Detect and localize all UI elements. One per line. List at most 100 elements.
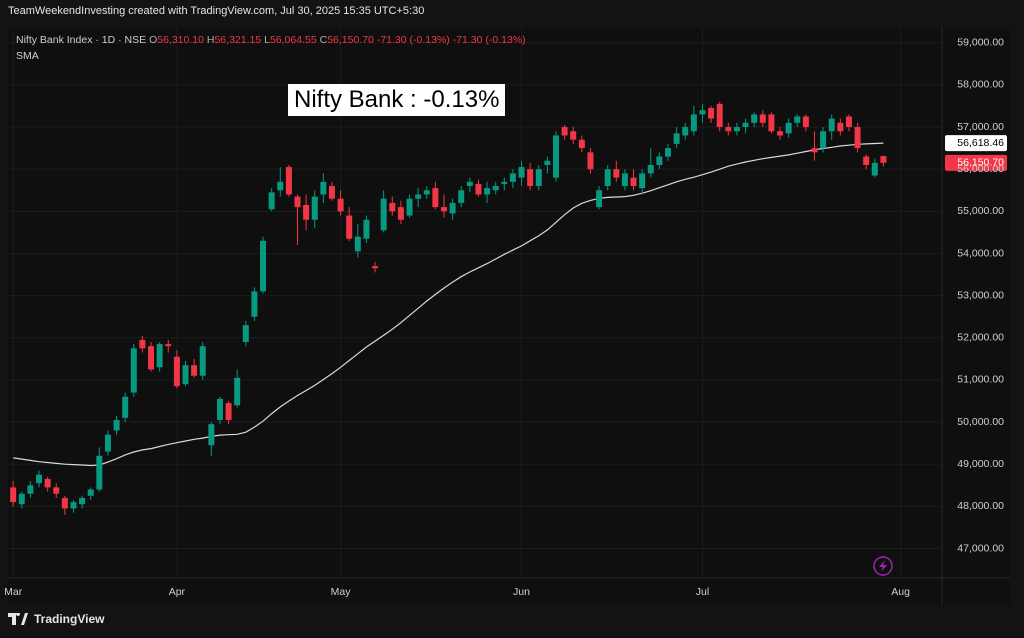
candle-body — [139, 339, 146, 349]
candle-body — [242, 325, 249, 342]
candle-body — [871, 162, 878, 176]
legend-value: 56,310.10 — [157, 34, 204, 46]
y-tick-label: 49,000.00 — [957, 458, 1004, 470]
candle-body — [234, 377, 241, 406]
candle-body — [708, 108, 715, 119]
candle-body — [277, 181, 284, 191]
legend-key: H — [206, 34, 215, 46]
candle-body — [156, 344, 163, 368]
candle-body — [613, 169, 620, 178]
attribution: TeamWeekendInvesting created with Tradin… — [8, 5, 425, 17]
y-tick-label: 53,000.00 — [957, 289, 1004, 301]
candle-body — [777, 131, 784, 136]
candle-body — [148, 346, 155, 370]
candle-body — [389, 202, 396, 212]
legend-title: Nifty Bank Index · 1D · NSE — [16, 34, 147, 46]
candle-body — [484, 188, 491, 195]
candle-body — [561, 127, 568, 136]
price-tag — [945, 135, 1007, 152]
candle-body — [61, 497, 68, 509]
candle-body — [328, 186, 335, 199]
candle-body — [811, 148, 818, 153]
candle-body — [733, 127, 740, 132]
candle-body — [285, 167, 292, 195]
legend-key: C — [319, 34, 328, 46]
candle-body — [165, 344, 172, 347]
candle-body — [458, 190, 465, 203]
candle-body — [87, 489, 94, 496]
candle-body — [70, 502, 77, 509]
candle-body — [363, 219, 370, 239]
candle-body — [311, 196, 318, 220]
candle-body — [759, 114, 766, 123]
candle-body — [621, 173, 628, 187]
candle-body — [665, 148, 672, 157]
candle-body — [742, 122, 749, 128]
candle-body — [354, 236, 361, 252]
alert-icon-bolt — [879, 560, 887, 572]
candle-body — [544, 160, 551, 165]
y-tick-label: 47,000.00 — [957, 542, 1004, 554]
candle-body — [570, 131, 577, 140]
y-tick-label: 48,000.00 — [957, 500, 1004, 512]
legend-change: -71.30 (-0.13%) — [452, 34, 526, 46]
sma-line — [13, 142, 884, 467]
x-tick-label: Jun — [513, 586, 530, 598]
candle-body — [380, 198, 387, 231]
candle-body — [113, 419, 120, 431]
price-tag-label: 56,618.46 — [957, 137, 1004, 149]
x-tick-label: Mar — [4, 586, 23, 598]
candle-body — [36, 474, 43, 484]
footer-text: TradingView — [34, 612, 105, 626]
y-tick-label: 51,000.00 — [957, 374, 1004, 386]
candle-body — [53, 487, 60, 494]
candle-body — [794, 116, 801, 123]
y-tick-label: 57,000.00 — [957, 121, 1004, 133]
logo — [8, 613, 28, 625]
y-tick-label: 55,000.00 — [957, 205, 1004, 217]
candle-body — [372, 266, 379, 269]
candle-body — [406, 198, 413, 216]
candle-body — [260, 240, 267, 292]
candle-body — [647, 164, 654, 174]
candle-body — [440, 207, 447, 212]
candle-body — [768, 114, 775, 132]
candle-body — [802, 116, 809, 128]
candle-body — [656, 156, 663, 165]
candle-body — [337, 198, 344, 212]
y-tick-label: 56,000.00 — [957, 163, 1004, 175]
plot-layer — [8, 28, 1007, 578]
symbol-legend: Nifty Bank Index · 1D · NSE O56,310.10 H… — [16, 34, 526, 46]
y-tick-label: 58,000.00 — [957, 79, 1004, 91]
candle-body — [79, 497, 86, 505]
legend-value: 56,150.70 — [327, 34, 374, 46]
candle-body — [130, 348, 137, 393]
candle-body — [225, 403, 232, 420]
candle-body — [690, 114, 697, 132]
indicator-label: SMA — [16, 50, 39, 62]
candle-body — [699, 110, 706, 115]
candle-body — [449, 202, 456, 214]
candle-body — [509, 173, 516, 182]
candle-body — [432, 188, 439, 208]
candle-body — [44, 478, 51, 488]
candle-body — [320, 181, 327, 195]
candle-body — [828, 118, 835, 132]
candle-body — [837, 122, 844, 132]
candle-body — [173, 356, 180, 387]
candle-body — [751, 114, 758, 123]
candle-body — [104, 434, 111, 452]
legend-key: L — [264, 34, 270, 46]
candle-body — [216, 398, 223, 420]
candle-body — [845, 116, 852, 128]
candle-body — [346, 215, 353, 239]
candle-body — [673, 133, 680, 144]
candle-body — [199, 346, 206, 376]
candle-body — [268, 192, 275, 210]
x-tick-label: Aug — [891, 586, 910, 598]
candle-body — [854, 127, 861, 149]
x-tick-label: Jul — [696, 586, 709, 598]
candle-body — [527, 169, 534, 187]
alert-icon[interactable] — [873, 556, 893, 576]
y-tick-label: 59,000.00 — [957, 37, 1004, 49]
